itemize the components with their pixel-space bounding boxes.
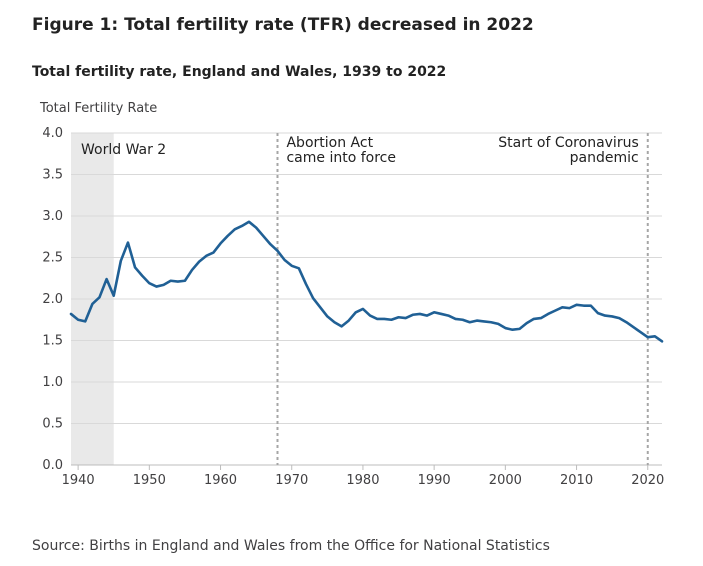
x-tick-label: 1990 <box>418 473 451 488</box>
ww2-label: World War 2 <box>81 142 166 158</box>
y-tick-label: 4.0 <box>42 126 63 141</box>
x-tick-label: 2010 <box>560 473 593 488</box>
x-tick-label: 1980 <box>346 473 379 488</box>
y-tick-label: 1.5 <box>42 334 63 349</box>
tfr-series-line <box>69 220 664 343</box>
y-tick-label: 1.0 <box>42 375 63 390</box>
figure-subtitle: Total fertility rate, England and Wales,… <box>32 64 447 80</box>
y-tick-label: 0.0 <box>42 458 63 473</box>
annotation-label: pandemic <box>570 150 639 166</box>
x-tick-label: 1950 <box>133 473 166 488</box>
annotation-label: Start of Coronavirus <box>498 135 639 151</box>
figure-title: Figure 1: Total fertility rate (TFR) dec… <box>32 15 534 35</box>
y-tick-label: 0.5 <box>42 417 63 432</box>
annotation-label: came into force <box>286 150 396 166</box>
source-note: Source: Births in England and Wales from… <box>32 538 550 554</box>
x-tick-label: 2020 <box>631 473 664 488</box>
annotation-label: Abortion Act <box>286 135 373 151</box>
x-tick-label: 1940 <box>62 473 95 488</box>
x-tick-label: 1970 <box>275 473 308 488</box>
y-tick-label: 2.5 <box>42 251 63 266</box>
x-tick-label: 2000 <box>489 473 522 488</box>
x-tick-label: 1960 <box>204 473 237 488</box>
y-tick-label: 2.0 <box>42 292 63 307</box>
y-tick-label: 3.5 <box>42 168 63 183</box>
y-tick-label: 3.0 <box>42 209 63 224</box>
y-axis-label: Total Fertility Rate <box>39 101 157 116</box>
